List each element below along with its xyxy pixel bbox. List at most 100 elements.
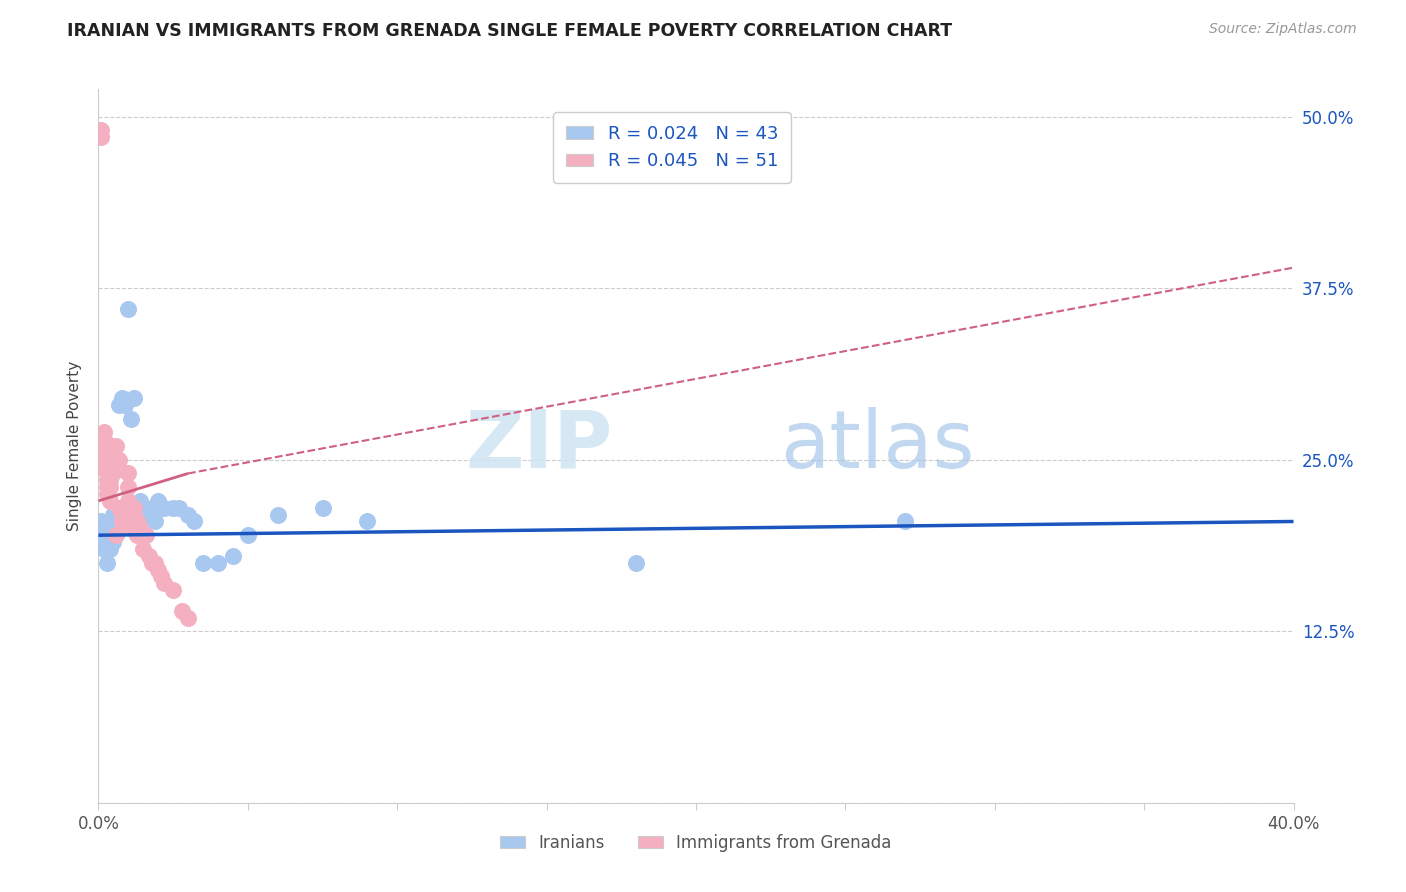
Point (98, 541, 122, 556)
Point (153, 576, 176, 591)
Point (103, 508, 125, 522)
Point (117, 467, 139, 481)
Point (120, 411, 142, 425)
Point (124, 508, 146, 522)
Point (111, 391, 134, 405)
Point (98, 494, 122, 508)
Point (98, 528, 122, 542)
Point (167, 500, 190, 515)
Y-axis label: Single Female Poverty: Single Female Poverty (67, 361, 83, 531)
Point (222, 549, 245, 563)
Point (143, 515, 166, 529)
Point (626, 556, 648, 570)
Point (105, 528, 128, 542)
Point (141, 500, 163, 515)
Text: IRANIAN VS IMMIGRANTS FROM GRENADA SINGLE FEMALE POVERTY CORRELATION CHART: IRANIAN VS IMMIGRANTS FROM GRENADA SINGL… (67, 22, 953, 40)
Point (103, 467, 125, 481)
Point (90, 446, 112, 460)
Point (894, 515, 917, 529)
Point (96, 467, 118, 481)
Point (105, 439, 128, 453)
Point (143, 556, 166, 570)
Point (150, 569, 173, 583)
Legend: Iranians, Immigrants from Grenada: Iranians, Immigrants from Grenada (494, 828, 898, 859)
Point (162, 583, 184, 598)
Point (108, 398, 131, 412)
Point (90, 123, 112, 137)
Point (93, 535, 115, 549)
Point (207, 556, 229, 570)
Point (311, 500, 333, 515)
Point (124, 391, 146, 405)
Point (127, 500, 149, 515)
Point (356, 515, 378, 529)
Point (96, 487, 118, 501)
Point (132, 500, 155, 515)
Point (90, 459, 112, 474)
Point (120, 500, 142, 515)
Point (96, 473, 118, 487)
Point (96, 459, 118, 474)
Point (96, 541, 118, 556)
Point (98, 480, 122, 494)
Point (191, 556, 214, 570)
Point (108, 452, 131, 467)
Point (135, 508, 157, 522)
Point (111, 515, 134, 529)
Point (148, 562, 170, 576)
Point (267, 508, 290, 522)
Point (135, 528, 157, 542)
Point (105, 500, 128, 515)
Point (98, 446, 122, 460)
Point (127, 515, 149, 529)
Point (98, 459, 122, 474)
Point (114, 398, 136, 412)
Point (103, 521, 125, 535)
Point (124, 500, 146, 515)
Point (129, 494, 152, 508)
Point (172, 604, 194, 618)
Point (96, 556, 118, 570)
Point (93, 432, 115, 446)
Point (90, 452, 112, 467)
Point (117, 494, 139, 508)
Point (236, 528, 259, 542)
Point (90, 515, 112, 529)
Point (177, 610, 200, 624)
Point (98, 473, 122, 487)
Point (129, 521, 152, 535)
Point (93, 425, 115, 440)
Point (93, 521, 115, 535)
Point (93, 452, 115, 467)
Point (162, 500, 184, 515)
Point (96, 480, 118, 494)
Point (90, 130, 112, 145)
Point (138, 549, 160, 563)
Point (141, 556, 163, 570)
Point (96, 528, 118, 542)
Text: Source: ZipAtlas.com: Source: ZipAtlas.com (1209, 22, 1357, 37)
Point (132, 541, 155, 556)
Point (105, 452, 128, 467)
Point (114, 515, 136, 529)
Point (148, 494, 170, 508)
Point (105, 515, 128, 529)
Point (93, 541, 115, 556)
Point (120, 521, 142, 535)
Point (108, 500, 131, 515)
Point (103, 452, 125, 467)
Point (117, 480, 139, 494)
Point (153, 500, 176, 515)
Point (117, 301, 139, 316)
Point (183, 515, 205, 529)
Point (90, 528, 112, 542)
Text: ZIP: ZIP (465, 407, 613, 485)
Point (98, 515, 122, 529)
Point (93, 446, 115, 460)
Point (103, 439, 125, 453)
Point (111, 508, 134, 522)
Point (177, 508, 200, 522)
Point (103, 535, 125, 549)
Point (127, 528, 149, 542)
Text: atlas: atlas (779, 407, 974, 485)
